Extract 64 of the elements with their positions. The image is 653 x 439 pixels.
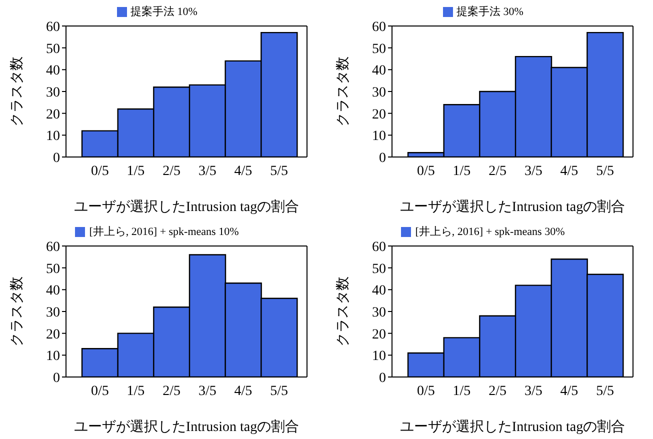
y-tick-label: 40 — [372, 64, 386, 79]
x-tick-label: 0/5 — [416, 383, 435, 398]
x-tick-label: 0/5 — [416, 164, 435, 179]
y-tick-label: 0 — [379, 150, 386, 166]
y-tick-label: 60 — [372, 239, 386, 254]
x-tick-label: 0/5 — [90, 383, 109, 398]
y-axis-title: クラスタ数 — [334, 276, 351, 346]
y-tick-label: 40 — [46, 283, 60, 298]
y-tick-label: 40 — [372, 283, 386, 298]
y-tick-label: 30 — [372, 304, 386, 320]
x-tick-label: 1/5 — [452, 383, 471, 398]
y-tick-label: 20 — [46, 107, 60, 122]
legend-label: 提案手法 30% — [456, 6, 524, 18]
y-tick-label: 20 — [372, 107, 386, 122]
y-axis-title: クラスタ数 — [8, 276, 25, 346]
x-tick-label: 4/5 — [234, 383, 252, 398]
x-tick-label: 5/5 — [596, 164, 614, 179]
x-tick-label: 5/5 — [270, 164, 288, 179]
y-tick-label: 0 — [53, 150, 60, 166]
y-tick-label: 0 — [53, 370, 60, 386]
y-tick-label: 50 — [46, 261, 60, 276]
x-axis-title: ユーザが選択したIntrusion tagの割合 — [74, 199, 300, 215]
y-tick-label: 60 — [372, 20, 386, 35]
y-tick-label: 0 — [379, 370, 386, 386]
legend-label: [井上ら, 2016] + spk-means 30% — [415, 226, 565, 238]
x-tick-label: 2/5 — [162, 164, 181, 179]
legend-label: [井上ら, 2016] + spk-means 10% — [89, 226, 239, 238]
y-axis-title: クラスタ数 — [334, 56, 351, 126]
y-tick-label: 30 — [46, 85, 60, 100]
y-tick-label: 10 — [372, 348, 386, 364]
x-tick-label: 4/5 — [560, 164, 578, 179]
x-tick-label: 2/5 — [488, 383, 507, 398]
x-tick-label: 3/5 — [198, 164, 216, 179]
x-tick-label: 0/5 — [90, 164, 109, 179]
y-tick-label: 60 — [46, 239, 60, 254]
x-tick-label: 3/5 — [524, 383, 542, 398]
y-tick-label: 20 — [372, 326, 386, 342]
x-axis-title: ユーザが選択したIntrusion tagの割合 — [400, 418, 626, 434]
y-tick-label: 40 — [46, 64, 60, 79]
y-tick-label: 50 — [46, 42, 60, 57]
x-tick-label: 5/5 — [596, 383, 614, 398]
y-axis-title: クラスタ数 — [8, 56, 25, 126]
x-tick-label: 1/5 — [452, 164, 471, 179]
y-tick-label: 30 — [372, 85, 386, 100]
y-tick-label: 10 — [372, 129, 386, 144]
x-axis-title: ユーザが選択したIntrusion tagの割合 — [74, 418, 300, 434]
y-tick-label: 10 — [46, 129, 60, 144]
y-tick-label: 50 — [372, 42, 386, 57]
x-tick-label: 4/5 — [560, 383, 578, 398]
y-tick-label: 60 — [46, 20, 60, 35]
x-tick-label: 3/5 — [524, 164, 542, 179]
x-tick-label: 5/5 — [270, 383, 288, 398]
x-tick-label: 2/5 — [162, 383, 181, 398]
y-tick-label: 10 — [46, 348, 60, 364]
x-tick-label: 3/5 — [198, 383, 216, 398]
x-axis-title: ユーザが選択したIntrusion tagの割合 — [400, 199, 626, 215]
x-tick-label: 2/5 — [488, 164, 507, 179]
x-tick-label: 1/5 — [126, 164, 145, 179]
y-tick-label: 20 — [46, 326, 60, 342]
y-tick-label: 50 — [372, 261, 386, 276]
legend-label: 提案手法 10% — [130, 6, 198, 18]
x-tick-label: 1/5 — [126, 383, 145, 398]
y-tick-label: 30 — [46, 304, 60, 320]
x-tick-label: 4/5 — [234, 164, 252, 179]
